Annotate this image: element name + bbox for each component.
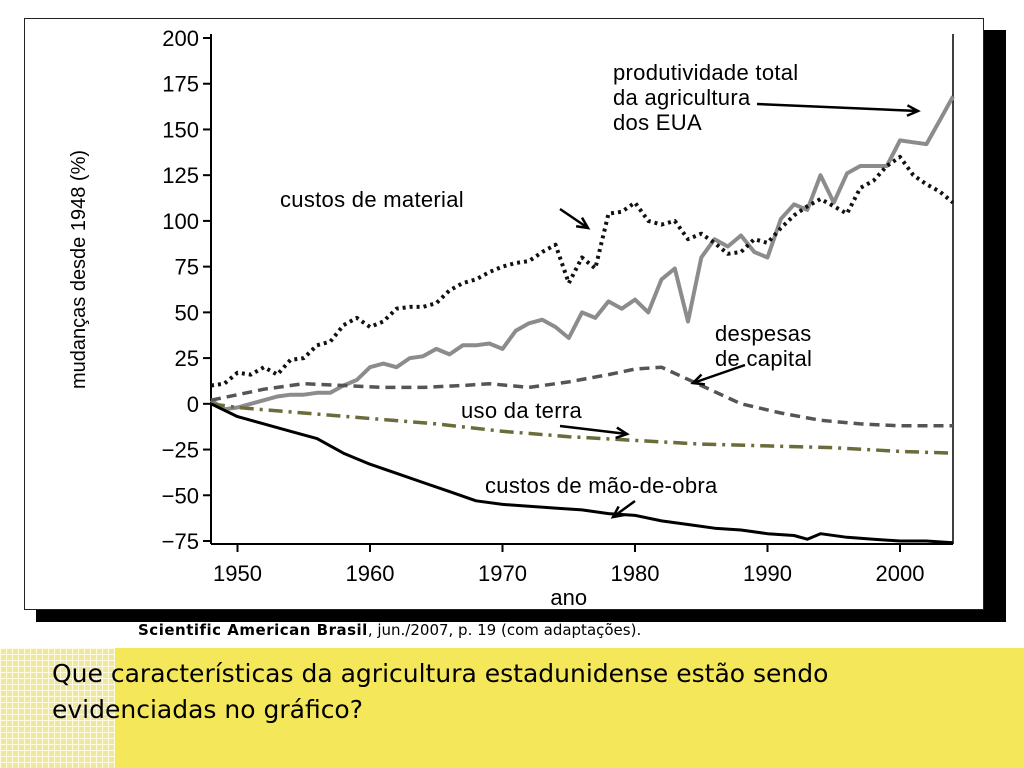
y-tick-label: 125 (162, 163, 199, 188)
x-tick-label: 1970 (478, 561, 527, 586)
x-tick-label: 1990 (743, 561, 792, 586)
annotation-label-capital: de capital (715, 346, 812, 371)
y-tick-label: 50 (175, 300, 199, 325)
annotation-label-capital: despesas (715, 321, 812, 346)
annotation-arrowhead-land (615, 426, 630, 440)
y-tick-label: 75 (175, 255, 199, 280)
annotation-arrowhead-capital (690, 373, 706, 386)
y-tick-label: −75 (162, 529, 199, 554)
y-tick-label: 175 (162, 72, 199, 97)
y-tick-label: 25 (175, 346, 199, 371)
annotation-arrow-capital (692, 363, 746, 385)
series-line-productivity (209, 95, 955, 412)
x-tick-label: 2000 (876, 561, 925, 586)
annotation-label-labor: custos de mão-de-obra (485, 473, 718, 498)
annotation-label-productivity: dos EUA (613, 110, 702, 135)
chart-panel: 200 175 150 125 100 75 50 25 0 −25 −50 −75 1950 1960 1… (24, 18, 984, 610)
y-tick-label: 150 (162, 117, 199, 142)
annotation-arrow-material (559, 207, 589, 230)
question-text: Que características da agricultura estad… (52, 659, 829, 724)
y-axis-title: mudanças desde 1948 (%) (68, 150, 90, 389)
x-tick-label: 1960 (346, 561, 395, 586)
annotation-arrowhead-productivity (906, 104, 921, 117)
series-line-land (210, 402, 954, 455)
grid-decoration (0, 648, 115, 768)
annotation-arrowhead-material (575, 216, 591, 230)
series-line-capital (210, 365, 953, 428)
question-box: Que características da agricultura estad… (0, 648, 1024, 768)
series-lines (209, 95, 955, 545)
annotation-arrow-labor (612, 499, 636, 519)
annotation-label-productivity: produtividade total (613, 60, 799, 85)
y-tick-label: 200 (162, 26, 199, 51)
annotation-label-material: custos de material (280, 187, 464, 212)
x-tick-label: 1950 (213, 561, 262, 586)
series-line-material (210, 154, 955, 388)
y-tick-label: −50 (162, 483, 199, 508)
y-tick-label: 0 (187, 392, 199, 417)
source-credit: Scientific American Brasil, jun./2007, p… (138, 621, 1018, 639)
annotation-arrow-productivity (756, 102, 919, 113)
x-tick-label: 1980 (611, 561, 660, 586)
axes: 200 175 150 125 100 75 50 25 0 −25 −50 −75 1950 1960 1… (68, 26, 954, 609)
annotation-label-land: uso da terra (461, 398, 582, 423)
line-chart: 200 175 150 125 100 75 50 25 0 −25 −50 −75 1950 1960 1… (68, 26, 955, 609)
x-axis-title: ano (550, 585, 587, 609)
annotation-label-productivity: da agricultura (613, 85, 751, 110)
annotation-arrow-land (559, 424, 628, 436)
y-tick-label: −25 (162, 438, 199, 463)
annotation-arrowhead-labor (610, 505, 626, 519)
y-tick-label: 100 (162, 209, 199, 234)
source-publication: Scientific American Brasil (138, 621, 368, 639)
series-line-labor (210, 402, 954, 545)
source-details: , jun./2007, p. 19 (com adaptações). (367, 621, 642, 639)
